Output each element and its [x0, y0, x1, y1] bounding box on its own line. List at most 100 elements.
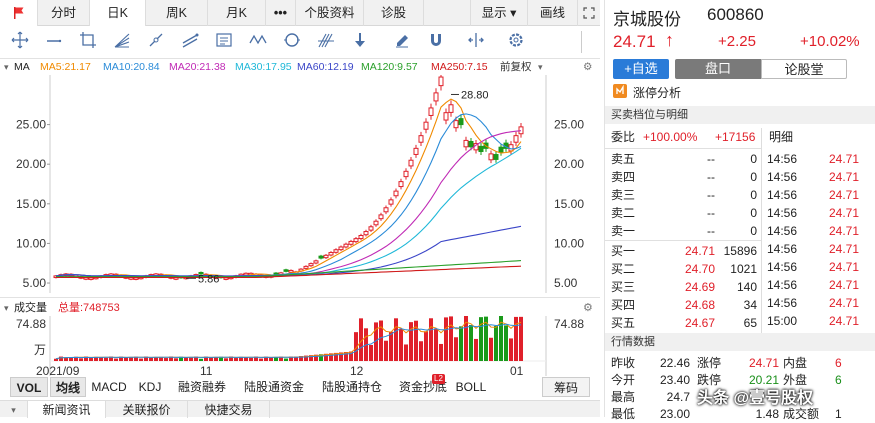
- candle-body: [438, 76, 444, 87]
- tab-order-book[interactable]: 盘口: [675, 59, 761, 79]
- volume-bar: [444, 317, 448, 361]
- draw-lines-button[interactable]: 画线: [528, 0, 578, 26]
- volume-bar: [329, 353, 333, 361]
- volume-chart[interactable]: 74.88 74.88 万 2021/09 11 12 01: [0, 313, 600, 378]
- tab-kdj[interactable]: KDJ: [138, 380, 162, 394]
- level-label: 买四: [611, 298, 636, 312]
- candle-body: [323, 254, 329, 259]
- volume-bar: [179, 356, 183, 361]
- limit-analysis-link[interactable]: 涨停分析: [633, 86, 682, 100]
- volume-bar: [249, 357, 253, 361]
- eraser-icon[interactable]: [392, 31, 412, 51]
- bid-level-row[interactable]: 买二 24.70 1021: [605, 260, 875, 278]
- tab-vol[interactable]: VOL: [10, 377, 48, 397]
- x-tick-label: 01: [510, 364, 524, 376]
- more-periods-button[interactable]: •••: [266, 0, 296, 26]
- tab-stock-profile[interactable]: 个股资料: [296, 0, 364, 26]
- tab-monthly-k[interactable]: 月K: [208, 0, 266, 26]
- volume-bar: [239, 356, 243, 361]
- bid-level-row[interactable]: 买四 24.68 34: [605, 296, 875, 314]
- bid-level-row[interactable]: 买五 24.67 65: [605, 314, 875, 332]
- weibi-separator: [605, 148, 761, 149]
- crosshair-icon[interactable]: [10, 31, 30, 51]
- trade-time: 14:56: [767, 278, 798, 292]
- ask-level-row[interactable]: 卖二 -- 0: [605, 204, 875, 222]
- tab-hk-connect-funds[interactable]: 陆股通资金: [243, 380, 304, 394]
- display-dropdown[interactable]: 显示 ▾: [470, 0, 528, 26]
- ask-level-row[interactable]: 卖三 -- 0: [605, 186, 875, 204]
- expand-icon[interactable]: [578, 0, 600, 26]
- tab-news[interactable]: 新闻资讯: [28, 401, 106, 418]
- rectangle-crop-icon[interactable]: [78, 31, 98, 51]
- tab-ma[interactable]: 均线: [50, 377, 86, 397]
- volume-bar: [339, 352, 343, 361]
- quote-label: 最高: [611, 390, 636, 404]
- gann-icon[interactable]: [316, 31, 336, 51]
- cycle-icon[interactable]: [282, 31, 302, 51]
- bid-level-row[interactable]: 买三 24.69 140: [605, 278, 875, 296]
- add-watchlist-button[interactable]: +自选: [613, 59, 669, 79]
- tab-macd[interactable]: MACD: [91, 380, 127, 394]
- bid-level-row[interactable]: 买一 24.71 15896: [605, 242, 875, 260]
- down-arrow-icon[interactable]: [350, 31, 370, 51]
- volume-bar: [69, 357, 73, 361]
- tab-hk-connect-holdings[interactable]: 陆股通持仓: [321, 380, 382, 394]
- candle-body: [388, 199, 394, 205]
- adjust-chevron-icon[interactable]: ▾: [538, 62, 543, 72]
- tab-bottom-fishing[interactable]: 资金抄底: [398, 380, 447, 394]
- parallel-lines-icon[interactable]: [180, 31, 200, 51]
- tab-daily-k[interactable]: 日K: [90, 0, 146, 26]
- candlestick-chart[interactable]: 25.00 25.00 20.00 20.00 15.00 15.00 10.00 10.00…: [0, 72, 600, 293]
- stock-name: 京城股份: [613, 10, 681, 29]
- volume-bar: [449, 316, 453, 361]
- settings-icon[interactable]: [506, 31, 526, 51]
- y-tick-label-right: 20.00: [554, 157, 584, 171]
- volume-bar: [464, 313, 468, 361]
- level-price: 24.68: [684, 298, 715, 312]
- quote-row: 昨收 22.46 涨停 24.71 内盘 6: [605, 354, 875, 372]
- tab-boll[interactable]: BOLL: [455, 380, 487, 394]
- collapse-panel-icon[interactable]: ▾: [0, 401, 28, 418]
- volume-unit-label: 万: [34, 343, 46, 357]
- tab-margin[interactable]: 融资融券: [177, 380, 226, 394]
- volume-bar: [349, 351, 353, 361]
- x-tick-label: 12: [350, 364, 364, 376]
- level-price: --: [707, 206, 715, 220]
- candle-body: [353, 238, 359, 243]
- chip-distribution-button[interactable]: 筹码: [542, 377, 590, 397]
- ma-settings-icon[interactable]: ⚙: [583, 61, 593, 73]
- magnet-icon[interactable]: [426, 31, 446, 51]
- tab-diagnosis[interactable]: 诊股: [364, 0, 424, 26]
- volume-bar: [99, 357, 103, 361]
- ask-level-row[interactable]: 卖四 -- 0: [605, 168, 875, 186]
- ask-level-row[interactable]: 卖五 -- 0: [605, 150, 875, 168]
- horizontal-line-icon[interactable]: [44, 31, 64, 51]
- trade-time: 14:56: [767, 224, 798, 238]
- split-view-icon[interactable]: [466, 31, 486, 51]
- level-label: 卖二: [611, 206, 636, 220]
- text-box-icon[interactable]: [214, 31, 234, 51]
- ma-label[interactable]: MA: [14, 61, 30, 73]
- tab-intraday[interactable]: 分时: [38, 0, 90, 26]
- volume-settings-icon[interactable]: ⚙: [583, 302, 593, 314]
- volume-bar: [484, 316, 488, 361]
- volume-collapse-icon[interactable]: ▾: [4, 303, 9, 313]
- y-tick-label-right: 10.00: [554, 236, 584, 250]
- tab-forum[interactable]: 论股堂: [761, 59, 847, 79]
- volume-bar: [259, 358, 263, 361]
- ask-level-row[interactable]: 卖一 -- 0: [605, 222, 875, 240]
- trade-time: 14:56: [767, 296, 798, 310]
- tab-weekly-k[interactable]: 周K: [146, 0, 208, 26]
- adjust-mode-dropdown[interactable]: 前复权: [500, 61, 532, 73]
- collapse-triangle-icon[interactable]: ▾: [4, 62, 9, 72]
- tab-related-quotes[interactable]: 关联报价: [106, 401, 188, 418]
- tab-quick-trade[interactable]: 快捷交易: [188, 401, 270, 418]
- volume-bar: [129, 357, 133, 361]
- wave-icon[interactable]: [248, 31, 268, 51]
- fan-icon[interactable]: [112, 31, 132, 51]
- red-flag-icon[interactable]: [0, 0, 38, 26]
- level-price: --: [707, 170, 715, 184]
- limit-analysis-icon: [613, 84, 627, 98]
- pencil-link-icon[interactable]: [146, 31, 166, 51]
- quote-label: 昨收: [611, 356, 636, 370]
